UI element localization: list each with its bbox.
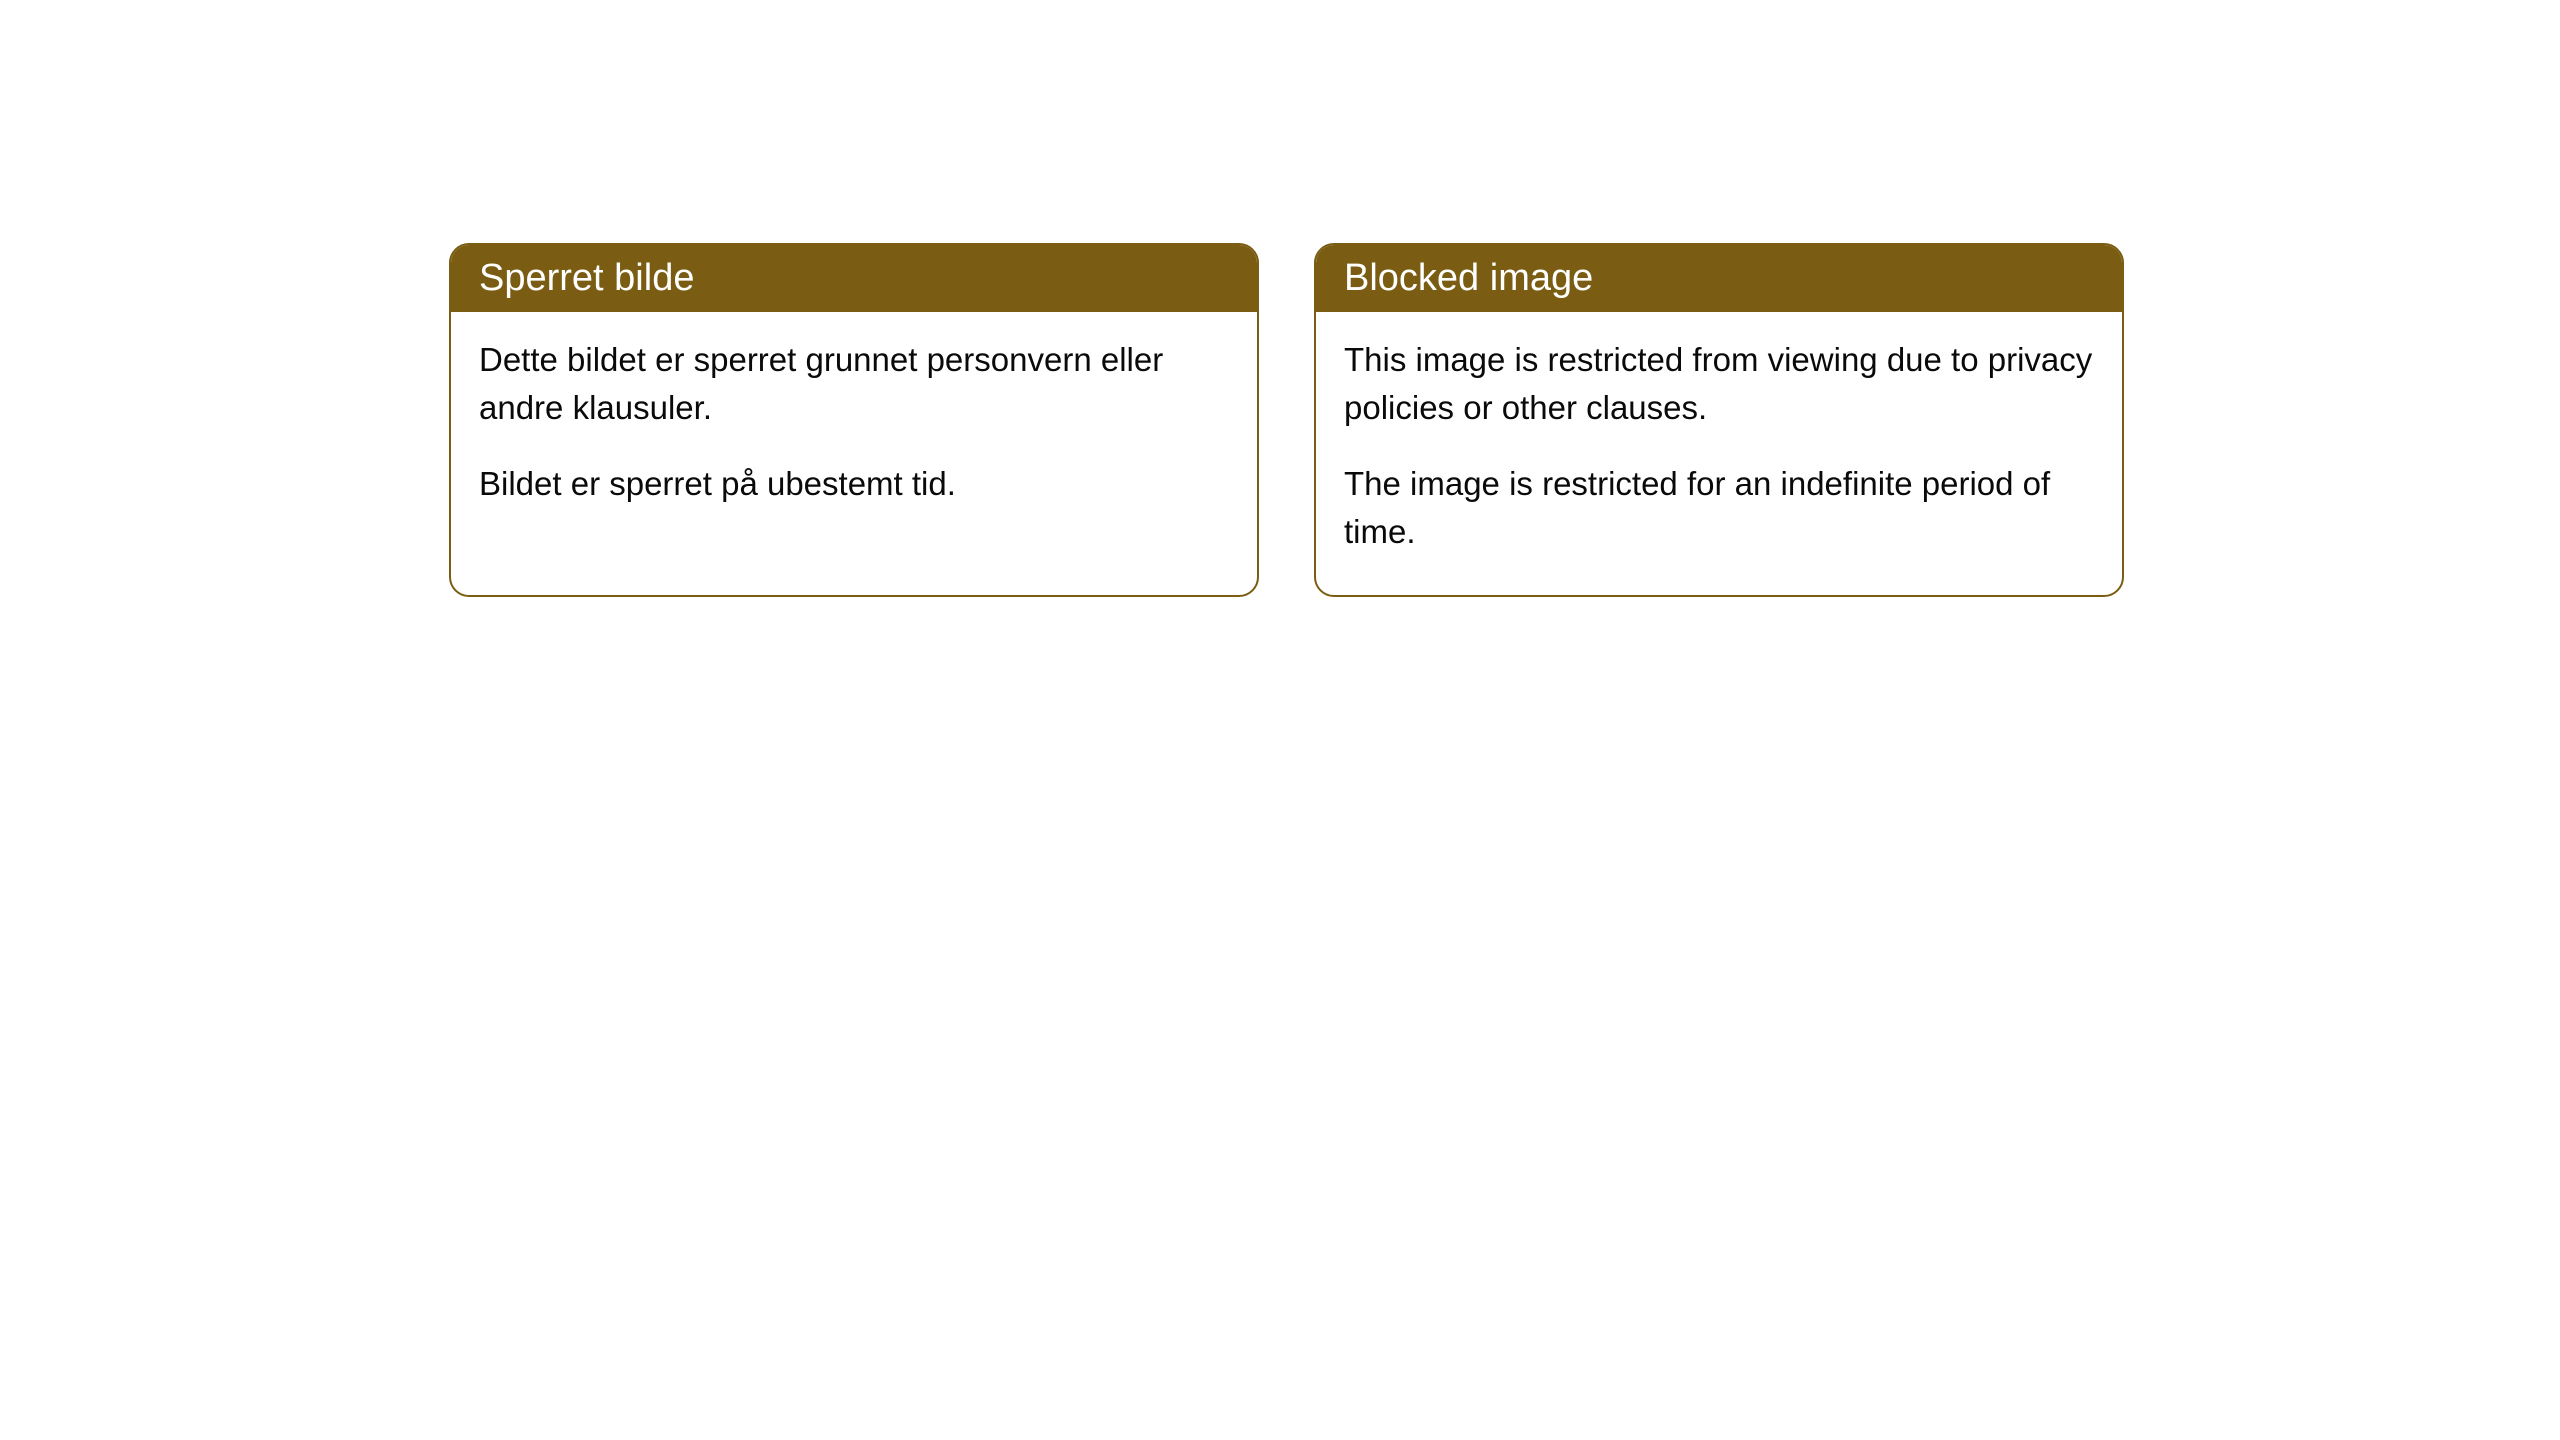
card-title: Sperret bilde [479, 257, 694, 299]
card-body: Dette bildet er sperret grunnet personve… [451, 312, 1257, 548]
card-body: This image is restricted from viewing du… [1316, 312, 2122, 595]
card-paragraph: Dette bildet er sperret grunnet personve… [479, 336, 1229, 432]
card-paragraph: This image is restricted from viewing du… [1344, 336, 2094, 432]
notice-cards-container: Sperret bilde Dette bildet er sperret gr… [449, 243, 2124, 597]
card-paragraph: Bildet er sperret på ubestemt tid. [479, 460, 1229, 508]
card-header: Sperret bilde [451, 245, 1257, 312]
notice-card-norwegian: Sperret bilde Dette bildet er sperret gr… [449, 243, 1259, 597]
notice-card-english: Blocked image This image is restricted f… [1314, 243, 2124, 597]
card-title: Blocked image [1344, 257, 1593, 299]
card-header: Blocked image [1316, 245, 2122, 312]
card-paragraph: The image is restricted for an indefinit… [1344, 460, 2094, 556]
